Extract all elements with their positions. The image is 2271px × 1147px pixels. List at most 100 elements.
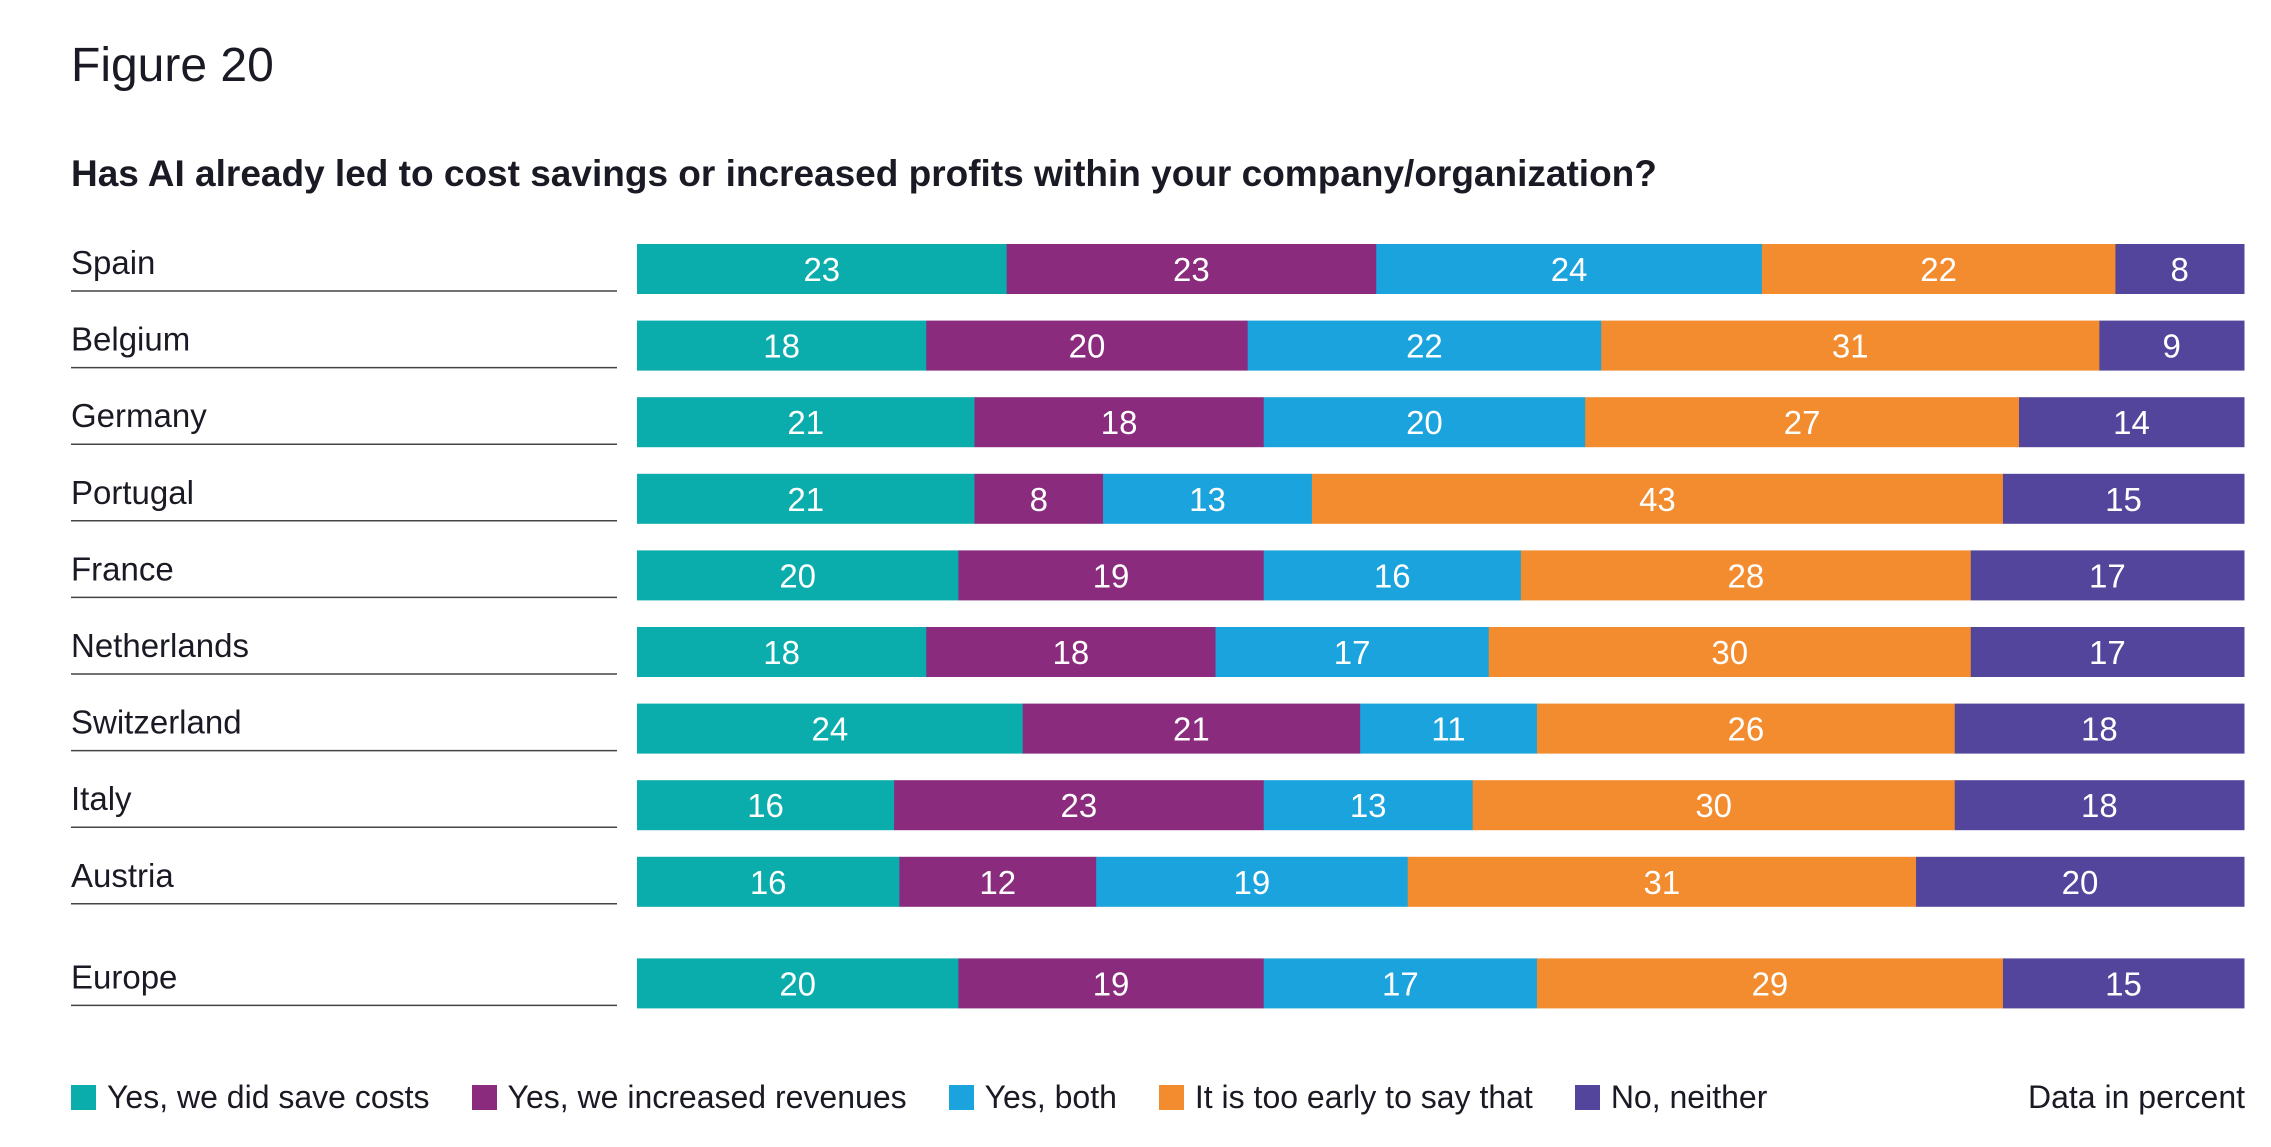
legend-label: Yes, both bbox=[984, 1078, 1117, 1115]
bar-row-italy: Italy 16 23 13 30 18 bbox=[71, 780, 2245, 831]
bar-segment-yes-we-increased-revenues bbox=[894, 780, 1265, 831]
bar-segment-yes-we-did-save-costs bbox=[637, 397, 975, 448]
category-label: Belgium bbox=[71, 321, 190, 358]
bar-segment-yes-we-increased-revenues bbox=[958, 550, 1265, 601]
bar-segment-yes-we-increased-revenues bbox=[1022, 703, 1361, 754]
category-label: Portugal bbox=[71, 474, 194, 511]
data-label: 17 bbox=[1382, 965, 1419, 1002]
legend-label: Yes, we did save costs bbox=[107, 1078, 430, 1115]
legend-swatch bbox=[71, 1084, 96, 1110]
bar-segment-it-is-too-early-to-say-that bbox=[1488, 627, 1972, 677]
data-label: 15 bbox=[2105, 481, 2142, 518]
legend-swatch bbox=[1574, 1084, 1600, 1110]
bar-segment-yes-both bbox=[1263, 397, 1586, 448]
category-label: Spain bbox=[71, 244, 155, 281]
category-label: Europe bbox=[71, 958, 177, 995]
data-label: 18 bbox=[763, 328, 800, 365]
data-label: 21 bbox=[787, 404, 824, 441]
bar-segment-no-neither bbox=[2002, 958, 2245, 1009]
data-label: 23 bbox=[1061, 787, 1098, 824]
data-label: 30 bbox=[1695, 787, 1732, 824]
data-label: 26 bbox=[1727, 711, 1764, 748]
data-label: 9 bbox=[2163, 328, 2181, 365]
bar-segment-no-neither bbox=[2002, 473, 2245, 524]
bar-segment-yes-both bbox=[1263, 958, 1538, 1009]
bar-row-netherlands: Netherlands 18 18 17 30 17 bbox=[71, 627, 2245, 677]
legend-label: Yes, we increased revenues bbox=[507, 1078, 907, 1115]
data-label: 20 bbox=[1406, 404, 1443, 441]
bar-segment-no-neither bbox=[1954, 703, 2245, 754]
bar-segment-yes-both bbox=[1103, 473, 1313, 524]
bar-segment-it-is-too-early-to-say-that bbox=[1761, 244, 2116, 294]
data-label: 18 bbox=[1101, 404, 1138, 441]
bar-segment-no-neither bbox=[2099, 320, 2245, 371]
bar-segment-no-neither bbox=[1970, 627, 2245, 677]
bar-row-belgium: Belgium 18 20 22 31 9 bbox=[71, 320, 2245, 371]
bar-row-switzerland: Switzerland 24 21 11 26 18 bbox=[71, 703, 2245, 754]
category-label: Netherlands bbox=[71, 627, 249, 664]
bar-segment-yes-we-did-save-costs bbox=[637, 550, 959, 601]
data-label: 23 bbox=[803, 251, 840, 288]
bar-segment-yes-we-did-save-costs bbox=[637, 627, 927, 677]
bar-segment-yes-we-increased-revenues bbox=[958, 958, 1265, 1009]
bar-segment-no-neither bbox=[2115, 244, 2245, 294]
legend-item-it-is-too-early-to-say-that: It is too early to say that bbox=[1158, 1078, 1533, 1116]
data-label: 17 bbox=[2089, 634, 2126, 671]
legend-swatch bbox=[948, 1084, 974, 1110]
data-label: 17 bbox=[2089, 557, 2126, 594]
bar-segment-yes-we-did-save-costs bbox=[637, 473, 975, 524]
data-label: 31 bbox=[1644, 864, 1681, 901]
bar-segment-yes-we-did-save-costs bbox=[637, 320, 927, 371]
data-label: 16 bbox=[750, 864, 787, 901]
chart-title: Has AI already led to cost savings or in… bbox=[71, 153, 1657, 194]
data-label: 23 bbox=[1173, 251, 1210, 288]
legend-item-no-neither: No, neither bbox=[1574, 1078, 1768, 1116]
bar-segment-yes-we-did-save-costs bbox=[637, 780, 895, 831]
legend-item-yes-both: Yes, both bbox=[948, 1078, 1117, 1116]
data-label: 20 bbox=[779, 557, 816, 594]
bar-segment-it-is-too-early-to-say-that bbox=[1536, 958, 2004, 1009]
data-label: 20 bbox=[1069, 328, 1106, 365]
legend-label: It is too early to say that bbox=[1194, 1078, 1533, 1115]
data-label: 43 bbox=[1639, 481, 1676, 518]
data-label: 22 bbox=[1406, 328, 1443, 365]
bar-segment-yes-both bbox=[1263, 780, 1474, 831]
bar-segment-yes-both bbox=[1096, 856, 1409, 907]
category-label: Germany bbox=[71, 397, 207, 434]
data-label: 27 bbox=[1784, 404, 1821, 441]
data-label: 21 bbox=[787, 481, 824, 518]
data-label: 14 bbox=[2113, 404, 2150, 441]
bar-segment-yes-we-increased-revenues bbox=[1006, 244, 1377, 294]
bar-segment-yes-we-increased-revenues bbox=[899, 856, 1097, 907]
bar-segment-yes-both bbox=[1215, 627, 1490, 677]
bar-segment-it-is-too-early-to-say-that bbox=[1601, 320, 2100, 371]
data-label: 16 bbox=[1374, 557, 1411, 594]
bar-segment-no-neither bbox=[1970, 550, 2245, 601]
data-label: 24 bbox=[811, 711, 848, 748]
legend-label: No, neither bbox=[1610, 1078, 1768, 1115]
bar-row-france: France 20 19 16 28 17 bbox=[71, 550, 2245, 601]
category-label: France bbox=[71, 550, 174, 587]
figure-label: Figure 20 bbox=[71, 39, 274, 92]
data-label: 11 bbox=[1431, 711, 1465, 748]
legend-swatch bbox=[1158, 1084, 1184, 1110]
data-label: 22 bbox=[1920, 251, 1957, 288]
bar-segment-yes-we-increased-revenues bbox=[974, 397, 1265, 448]
data-label: 17 bbox=[1334, 634, 1371, 671]
bar-segment-yes-we-increased-revenues bbox=[926, 320, 1249, 371]
data-label: 16 bbox=[747, 787, 784, 824]
bar-segment-it-is-too-early-to-say-that bbox=[1520, 550, 1972, 601]
data-label: 21 bbox=[1173, 711, 1210, 748]
bar-segment-it-is-too-early-to-say-that bbox=[1472, 780, 1956, 831]
bar-row-portugal: Portugal 21 8 13 43 15 bbox=[71, 473, 2245, 524]
data-label: 19 bbox=[1234, 864, 1271, 901]
category-label: Switzerland bbox=[71, 704, 242, 741]
data-label: 13 bbox=[1350, 787, 1387, 824]
data-label: 18 bbox=[1053, 634, 1090, 671]
data-label: 18 bbox=[2081, 711, 2118, 748]
bar-segment-yes-both bbox=[1247, 320, 1602, 371]
legend-item-yes-we-did-save-costs: Yes, we did save costs bbox=[71, 1079, 430, 1116]
data-label: 13 bbox=[1189, 481, 1226, 518]
data-label: 12 bbox=[979, 864, 1016, 901]
